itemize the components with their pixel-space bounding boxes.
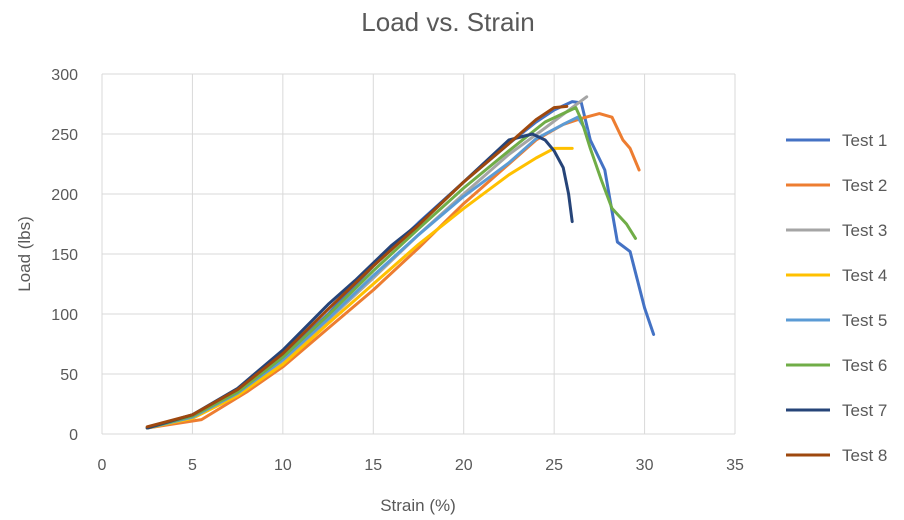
series-line-test-8: [145, 104, 569, 429]
legend-label-test-5: Test 5: [842, 311, 887, 330]
x-tick-label: 25: [545, 457, 563, 474]
y-tick-label: 250: [51, 127, 78, 144]
legend-label-test-8: Test 8: [842, 446, 887, 465]
legend-label-test-2: Test 2: [842, 176, 887, 195]
y-tick-label: 150: [51, 247, 78, 264]
x-tick-label: 5: [188, 457, 197, 474]
series-line-test-2: [145, 112, 641, 430]
series-lines: [145, 95, 656, 430]
y-tick-labels: 0 50 100 150 200 250 300: [51, 67, 78, 444]
y-tick-label: 0: [69, 427, 78, 444]
legend-label-test-1: Test 1: [842, 131, 887, 150]
x-tick-label: 30: [636, 457, 654, 474]
series-line-test-4: [145, 146, 574, 430]
y-axis-label: Load (lbs): [15, 216, 34, 292]
legend-label-test-7: Test 7: [842, 401, 887, 420]
legend: Test 1 Test 2 Test 3 Test 4 Test 5 Test 6 Test…: [786, 131, 887, 465]
x-tick-label: 15: [364, 457, 382, 474]
legend-label-test-6: Test 6: [842, 356, 887, 375]
series-line-test-3: [145, 95, 589, 430]
x-tick-label: 35: [726, 457, 744, 474]
legend-label-test-4: Test 4: [842, 266, 887, 285]
x-tick-label: 0: [98, 457, 107, 474]
x-tick-labels: 0 5 10 15 20 25 30 35: [98, 457, 744, 474]
series-line-test-6: [145, 106, 637, 430]
y-tick-label: 100: [51, 307, 78, 324]
x-tick-label: 10: [274, 457, 292, 474]
y-tick-label: 300: [51, 67, 78, 84]
legend-label-test-3: Test 3: [842, 221, 887, 240]
x-axis-label: Strain (%): [380, 496, 456, 515]
y-tick-label: 200: [51, 187, 78, 204]
y-tick-label: 50: [60, 367, 78, 384]
grid: [101, 73, 736, 435]
chart-title: Load vs. Strain: [361, 7, 534, 37]
x-tick-label: 20: [455, 457, 473, 474]
